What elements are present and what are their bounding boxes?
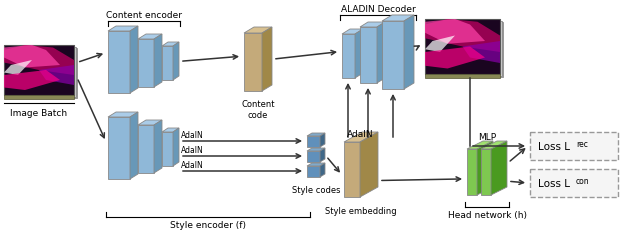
Polygon shape <box>382 22 404 90</box>
Polygon shape <box>108 118 130 179</box>
Bar <box>426 21 502 76</box>
Polygon shape <box>307 166 320 177</box>
Polygon shape <box>342 35 355 79</box>
Polygon shape <box>307 151 320 162</box>
Polygon shape <box>108 32 130 94</box>
Polygon shape <box>4 61 32 76</box>
Polygon shape <box>154 121 162 173</box>
Bar <box>425 20 500 75</box>
Text: rec: rec <box>576 139 588 148</box>
Polygon shape <box>138 125 154 173</box>
Polygon shape <box>360 132 378 197</box>
Polygon shape <box>154 35 162 88</box>
Polygon shape <box>162 128 179 132</box>
Polygon shape <box>244 28 272 34</box>
Polygon shape <box>262 28 272 92</box>
Polygon shape <box>320 163 325 177</box>
Bar <box>530 169 618 197</box>
Polygon shape <box>463 42 500 64</box>
Polygon shape <box>425 36 455 53</box>
Polygon shape <box>360 28 377 84</box>
Text: con: con <box>576 176 589 185</box>
Bar <box>530 132 618 160</box>
Polygon shape <box>138 40 154 88</box>
Polygon shape <box>138 35 162 40</box>
Polygon shape <box>477 141 493 195</box>
Polygon shape <box>344 132 378 142</box>
Polygon shape <box>467 141 493 149</box>
Polygon shape <box>360 23 385 28</box>
Polygon shape <box>173 43 179 81</box>
Bar <box>425 75 500 79</box>
Bar <box>428 23 503 78</box>
Polygon shape <box>4 46 60 68</box>
Polygon shape <box>4 71 60 91</box>
Polygon shape <box>382 16 414 22</box>
Polygon shape <box>320 134 325 147</box>
Bar <box>4 96 74 100</box>
Polygon shape <box>162 43 179 47</box>
Polygon shape <box>404 16 414 90</box>
Polygon shape <box>481 141 507 149</box>
Polygon shape <box>307 163 325 166</box>
Text: MLP: MLP <box>478 132 496 141</box>
Text: Style embedding: Style embedding <box>325 206 397 215</box>
Polygon shape <box>425 20 500 53</box>
Bar <box>7 49 77 99</box>
Polygon shape <box>130 112 138 179</box>
Text: Content encoder: Content encoder <box>106 11 182 20</box>
Text: Style encoder (f): Style encoder (f) <box>170 220 246 229</box>
Polygon shape <box>173 128 179 166</box>
Polygon shape <box>481 149 491 195</box>
Text: Head network (h): Head network (h) <box>447 210 527 219</box>
Polygon shape <box>138 121 162 125</box>
Text: Image Batch: Image Batch <box>10 109 68 118</box>
Text: AdaIN: AdaIN <box>347 129 373 138</box>
Polygon shape <box>425 47 485 69</box>
Polygon shape <box>108 112 138 118</box>
Polygon shape <box>39 66 74 86</box>
Polygon shape <box>244 34 262 92</box>
Text: Content
code: Content code <box>241 100 275 120</box>
Polygon shape <box>307 148 325 151</box>
Polygon shape <box>307 137 320 147</box>
Polygon shape <box>4 46 74 76</box>
Text: AdaIN: AdaIN <box>181 160 204 169</box>
Text: ALADIN Decoder: ALADIN Decoder <box>340 5 415 14</box>
Polygon shape <box>130 27 138 94</box>
Text: AdaIN: AdaIN <box>181 131 204 139</box>
Polygon shape <box>425 20 485 45</box>
Polygon shape <box>162 47 173 81</box>
Polygon shape <box>342 30 363 35</box>
Polygon shape <box>320 148 325 162</box>
Text: Loss L: Loss L <box>538 141 570 151</box>
Polygon shape <box>307 134 325 137</box>
Polygon shape <box>467 149 477 195</box>
Text: Style codes: Style codes <box>292 185 340 194</box>
Bar <box>4 46 74 96</box>
Polygon shape <box>108 27 138 32</box>
Polygon shape <box>377 23 385 84</box>
Polygon shape <box>355 30 363 79</box>
Polygon shape <box>162 132 173 166</box>
Polygon shape <box>491 141 507 195</box>
Text: AdaIN: AdaIN <box>181 145 204 154</box>
Text: Loss L: Loss L <box>538 178 570 188</box>
Polygon shape <box>344 142 360 197</box>
Bar <box>6 47 76 97</box>
